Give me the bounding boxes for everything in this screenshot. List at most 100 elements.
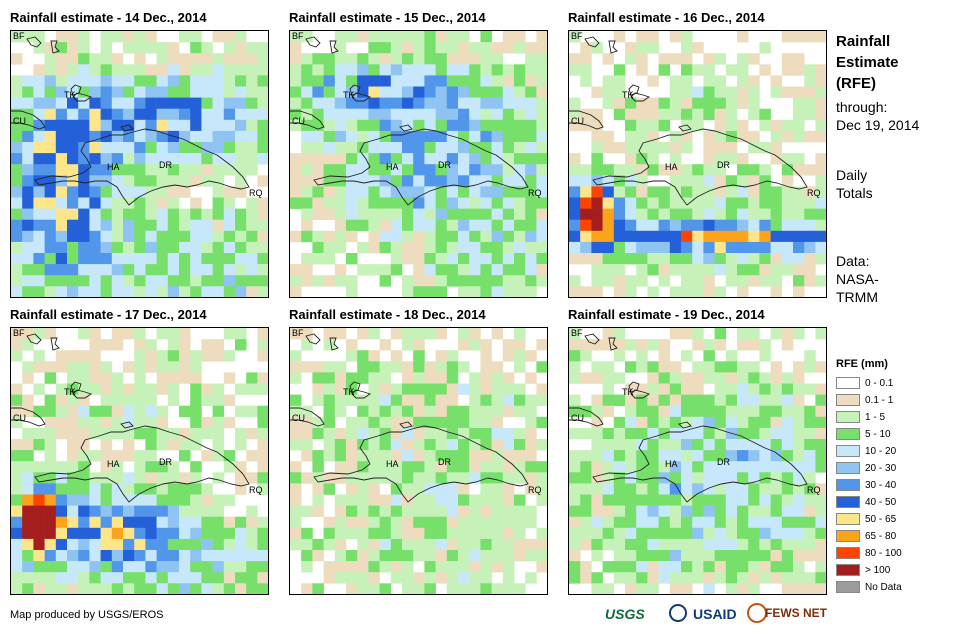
rainfall-cell <box>514 450 526 462</box>
rainfall-cell <box>257 86 268 98</box>
rainfall-cell <box>100 241 113 254</box>
rainfall-cell <box>145 31 157 43</box>
rainfall-cell <box>379 494 392 506</box>
rainfall-cell <box>44 208 57 220</box>
legend-swatch <box>836 513 860 525</box>
rainfall-cell <box>658 550 671 562</box>
rainfall-cell <box>514 328 526 340</box>
rainfall-cell <box>89 230 101 243</box>
rainfall-cell <box>301 583 313 594</box>
rainfall-cell <box>390 219 403 232</box>
rainfall-cell <box>480 550 492 562</box>
rainfall-cell <box>804 450 816 462</box>
rainfall-cell <box>145 108 157 121</box>
rainfall-cell <box>357 416 369 429</box>
rainfall-cell <box>167 86 180 98</box>
rainfall-cell <box>793 197 805 209</box>
rainfall-cell <box>636 505 648 517</box>
rainfall-cell <box>669 505 682 517</box>
rainfall-cell <box>602 130 615 143</box>
rainfall-cell <box>368 219 380 232</box>
rainfall-cell <box>469 416 481 429</box>
rainfall-cell <box>246 450 258 462</box>
rainfall-cell <box>536 339 547 351</box>
rainfall-cell <box>111 286 124 297</box>
rainfall-cell <box>235 516 247 529</box>
rainfall-cell <box>480 264 492 276</box>
legend-label: 65 - 80 <box>865 531 897 542</box>
rainfall-cell <box>647 450 659 462</box>
rainfall-cell <box>246 197 258 209</box>
rainfall-cell <box>737 275 749 287</box>
rainfall-cell <box>514 97 526 109</box>
rainfall-cell <box>793 275 805 287</box>
rainfall-cell <box>591 153 603 165</box>
rainfall-cell <box>11 164 23 176</box>
rainfall-cell <box>235 561 247 573</box>
rainfall-cell <box>435 483 448 495</box>
rainfall-cell <box>100 219 113 232</box>
rainfall-cell <box>11 286 23 297</box>
rainfall-cell <box>11 219 23 232</box>
rainfall-cell <box>759 450 771 462</box>
rainfall-cell <box>312 142 324 154</box>
rainfall-cell <box>235 75 247 87</box>
rainfall-cell <box>100 230 113 243</box>
rainfall-cell <box>502 461 515 473</box>
rainfall-cell <box>334 230 347 243</box>
side-title: Rainfall Estimate (RFE) <box>836 31 899 94</box>
rainfall-cell <box>190 53 202 65</box>
rainfall-cell <box>636 361 648 373</box>
rainfall-cell <box>78 197 90 209</box>
rainfall-cell <box>413 119 425 132</box>
rainfall-cell <box>22 328 34 340</box>
rainfall-cell <box>569 153 581 165</box>
island-outline <box>50 40 60 54</box>
rainfall-cell <box>536 230 547 243</box>
country-label-cu: CU <box>571 413 584 423</box>
rainfall-cell <box>190 483 202 495</box>
rainfall-cell <box>257 219 268 232</box>
rainfall-cell <box>669 186 682 198</box>
rainfall-cell <box>100 153 113 165</box>
rainfall-cell <box>514 186 526 198</box>
rainfall-cell <box>145 405 157 418</box>
rainfall-cell <box>435 75 448 87</box>
rainfall-cell <box>502 505 515 517</box>
rainfall-cell <box>33 439 45 451</box>
rainfall-cell <box>525 550 537 562</box>
rainfall-cell <box>111 372 124 384</box>
rainfall-cell <box>613 328 626 340</box>
rainfall-cell <box>815 230 826 243</box>
rainfall-cell <box>658 561 671 573</box>
rainfall-cell <box>156 130 169 143</box>
rainfall-cell <box>748 186 760 198</box>
rainfall-cell <box>669 361 682 373</box>
rainfall-cell <box>714 208 727 220</box>
rainfall-cell <box>692 328 704 340</box>
rainfall-cell <box>647 197 659 209</box>
rainfall-cell <box>33 153 45 165</box>
rainfall-cell <box>402 130 414 143</box>
rainfall-cell <box>536 472 547 484</box>
rainfall-cell <box>815 439 826 451</box>
rainfall-cell <box>681 219 693 232</box>
rainfall-cell <box>580 164 592 176</box>
rainfall-cell <box>201 538 213 551</box>
rainfall-cell <box>692 494 704 506</box>
rainfall-cell <box>536 142 547 154</box>
rainfall-cell <box>692 505 704 517</box>
rainfall-cell <box>536 527 547 540</box>
rainfall-cell <box>725 142 738 154</box>
rainfall-cell <box>491 175 504 187</box>
rainfall-cell <box>190 208 202 220</box>
rainfall-cell <box>725 97 738 109</box>
rainfall-cell <box>44 361 57 373</box>
rainfall-cell <box>770 328 783 340</box>
rainfall-cell <box>235 53 247 65</box>
rainfall-cell <box>714 175 727 187</box>
rainfall-cell <box>323 75 336 87</box>
rainfall-cell <box>625 164 637 176</box>
rainfall-cell <box>67 350 79 362</box>
rainfall-cell <box>156 186 169 198</box>
